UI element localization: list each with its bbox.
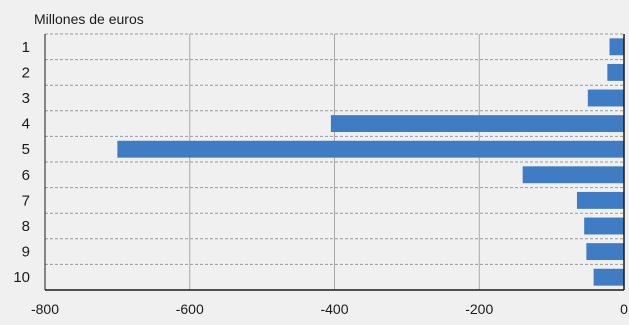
x-tick-label: -400 bbox=[320, 301, 348, 317]
y-category-label: 7 bbox=[22, 192, 30, 209]
x-tick-label: -200 bbox=[465, 301, 493, 317]
bar bbox=[117, 140, 624, 158]
y-category-label: 8 bbox=[22, 218, 30, 235]
x-tick-label: -800 bbox=[31, 301, 59, 317]
axis-layer bbox=[44, 34, 625, 291]
y-category-label: 5 bbox=[22, 141, 30, 158]
bar bbox=[593, 268, 624, 286]
bar bbox=[522, 166, 624, 184]
unit-label: Millones de euros bbox=[34, 11, 144, 27]
bar bbox=[587, 89, 624, 107]
grid-layer bbox=[45, 33, 624, 290]
y-category-label: 2 bbox=[22, 64, 30, 81]
y-category-label: 9 bbox=[22, 244, 30, 261]
bar bbox=[609, 38, 624, 56]
label-layer: -800 -600 -400 -200 0 1 2 3 4 5 6 7 8 9 10 bbox=[13, 39, 628, 317]
y-category-label: 10 bbox=[13, 269, 30, 286]
bar bbox=[576, 191, 624, 209]
y-category-label: 4 bbox=[22, 116, 30, 133]
y-category-label: 1 bbox=[22, 39, 30, 56]
x-tick-label: 0 bbox=[620, 301, 628, 317]
bar bbox=[330, 115, 624, 133]
x-tick-label: -600 bbox=[176, 301, 204, 317]
bar bbox=[586, 243, 624, 261]
y-category-label: 6 bbox=[22, 167, 30, 184]
bar bbox=[607, 63, 624, 81]
bar bbox=[584, 217, 624, 235]
bar-layer bbox=[117, 38, 624, 286]
y-category-label: 3 bbox=[22, 90, 30, 107]
